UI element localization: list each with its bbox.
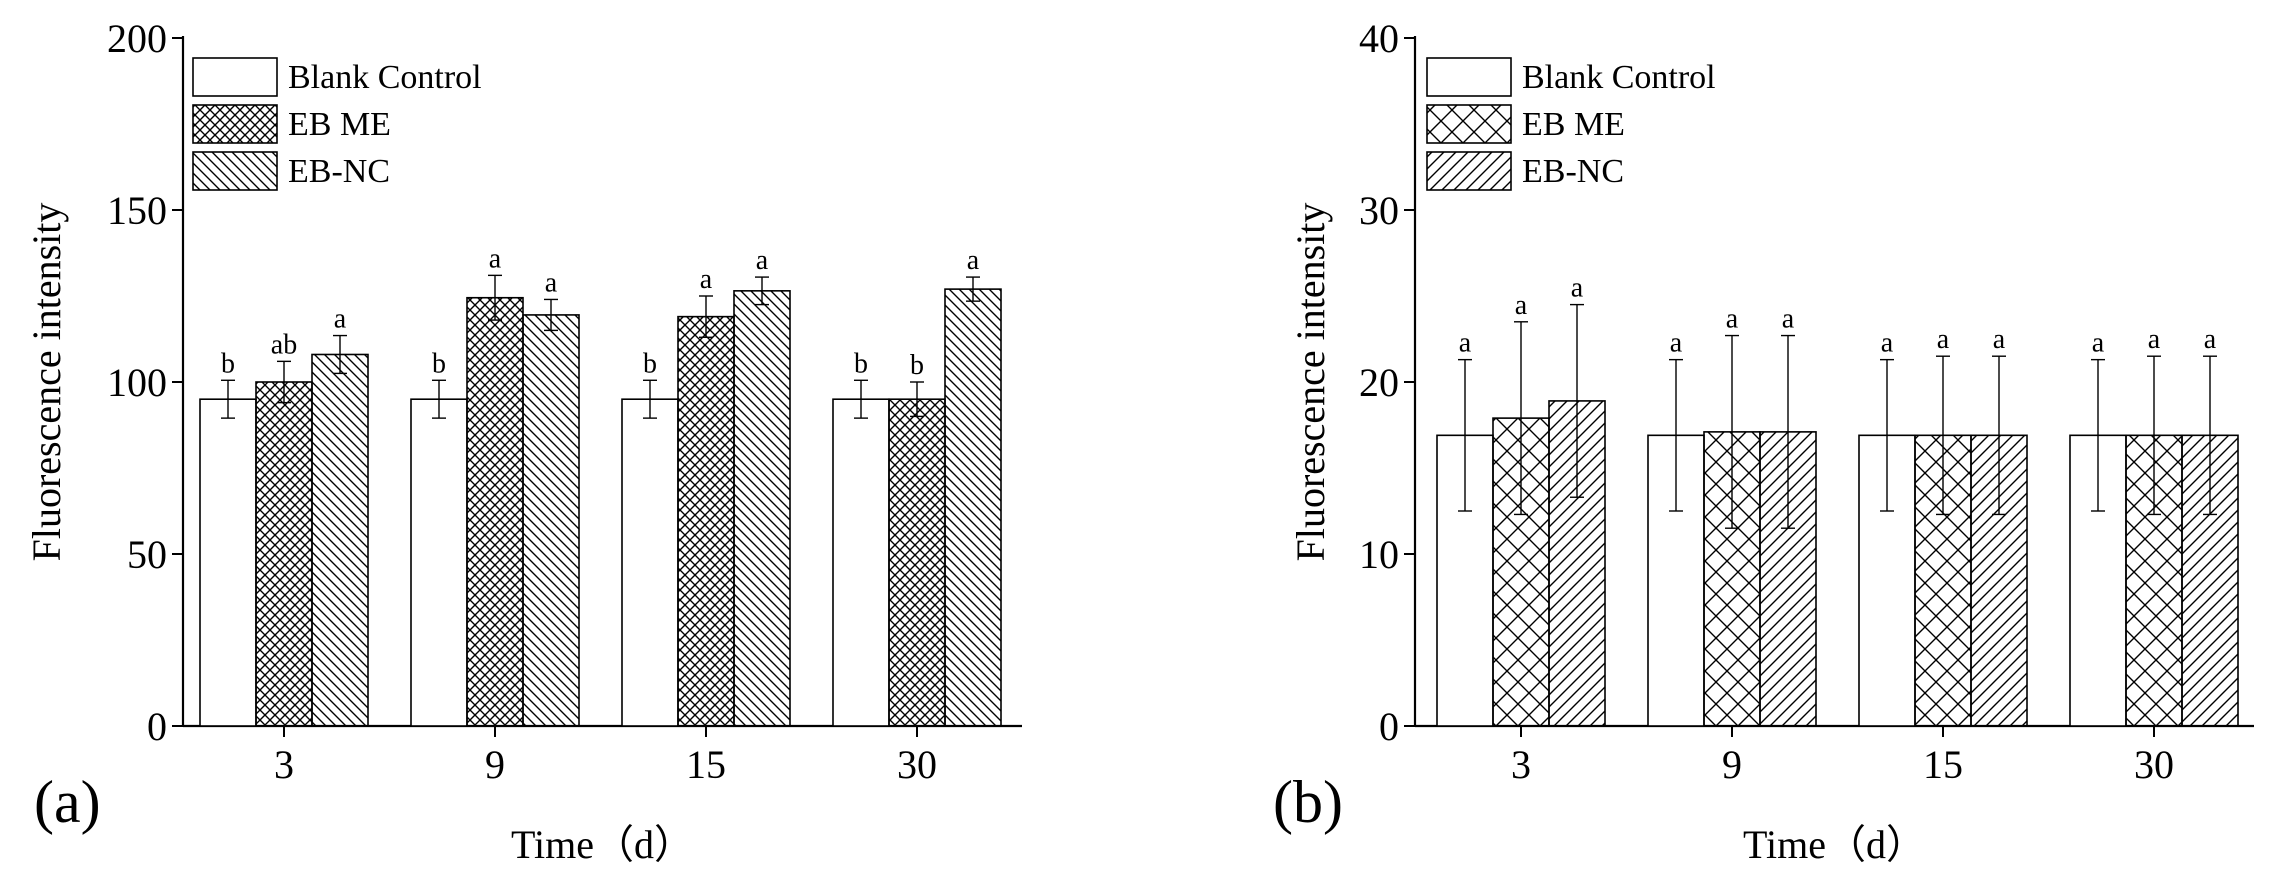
y-axis-title: Fluorescence intensity xyxy=(24,203,69,562)
bar-blank-control-15 xyxy=(621,398,679,727)
bar-eb-nc-9 xyxy=(522,314,580,727)
legend-label: EB-NC xyxy=(1522,153,1624,190)
significance-label: a xyxy=(1881,328,1894,359)
significance-label: a xyxy=(700,264,713,295)
y-tick-label: 30 xyxy=(1359,188,1399,233)
significance-label: a xyxy=(545,267,558,298)
y-tick-label: 200 xyxy=(107,16,167,61)
panel-label: (b) xyxy=(1273,769,1343,835)
significance-label: b xyxy=(643,348,657,379)
significance-label: b xyxy=(910,350,924,381)
bar-eb-nc-3 xyxy=(311,353,369,727)
significance-label: a xyxy=(1515,290,1528,321)
significance-label: ab xyxy=(271,329,297,360)
bar-eb-me-15 xyxy=(677,315,735,727)
x-tick-label: 3 xyxy=(1511,742,1531,787)
chart-panel-b: 0 10 20 30 40 a a a 3 a a a 9 a a a 15 a a a 30 Blank Control… xyxy=(1273,16,2254,867)
bar-eb-me-9 xyxy=(466,296,524,727)
bar-eb-me-30 xyxy=(888,398,946,727)
legend-label: EB ME xyxy=(288,106,391,143)
bar-eb-nc-30 xyxy=(944,288,1002,727)
significance-label: a xyxy=(1937,324,1950,355)
significance-label: a xyxy=(334,304,347,335)
y-tick-label: 20 xyxy=(1359,360,1399,405)
x-tick-label: 30 xyxy=(2134,742,2174,787)
significance-label: a xyxy=(1670,328,1683,359)
bar-eb-me-9 xyxy=(1703,431,1761,727)
significance-label: a xyxy=(2148,324,2161,355)
significance-label: a xyxy=(1571,273,1584,304)
significance-label: a xyxy=(2092,328,2105,359)
legend-swatch xyxy=(192,151,278,191)
y-tick-label: 150 xyxy=(107,188,167,233)
bar-blank-control-9 xyxy=(410,398,468,727)
legend-swatch xyxy=(1426,104,1512,144)
significance-label: b xyxy=(432,348,446,379)
panel-label: (a) xyxy=(34,769,101,835)
legend-swatch xyxy=(192,57,278,97)
x-axis-title: Time（d） xyxy=(511,822,694,867)
y-tick-label: 0 xyxy=(1379,704,1399,749)
legend-label: EB-NC xyxy=(288,153,390,190)
chart-panel-a: 0 50 100 150 200 b ab a 3 b a a 9 b a a 15 b b a 30 Blank Con… xyxy=(24,16,1022,867)
y-axis-title: Fluorescence intensity xyxy=(1288,203,1333,562)
y-tick-label: 100 xyxy=(107,360,167,405)
significance-label: a xyxy=(489,243,502,274)
legend-label: Blank Control xyxy=(288,59,482,96)
legend-label: Blank Control xyxy=(1522,59,1716,96)
significance-label: a xyxy=(756,245,769,276)
y-tick-label: 10 xyxy=(1359,532,1399,577)
x-tick-label: 15 xyxy=(1923,742,1963,787)
significance-label: a xyxy=(967,245,980,276)
bar-eb-nc-15 xyxy=(733,290,791,727)
y-tick-label: 40 xyxy=(1359,16,1399,61)
bar-eb-nc-30 xyxy=(2181,434,2239,727)
legend-swatch xyxy=(192,104,278,144)
bar-blank-control-3 xyxy=(199,398,257,727)
significance-label: b xyxy=(854,348,868,379)
y-tick-label: 50 xyxy=(127,532,167,577)
bar-eb-me-3 xyxy=(255,381,313,727)
x-tick-label: 9 xyxy=(1722,742,1742,787)
x-axis-title: Time（d） xyxy=(1743,822,1926,867)
significance-label: a xyxy=(1459,328,1472,359)
legend-swatch xyxy=(1426,57,1512,97)
x-tick-label: 3 xyxy=(274,742,294,787)
bar-blank-control-30 xyxy=(832,398,890,727)
significance-label: a xyxy=(2204,324,2217,355)
x-tick-label: 30 xyxy=(897,742,937,787)
significance-label: a xyxy=(1782,304,1795,335)
legend-swatch xyxy=(1426,151,1512,191)
significance-label: a xyxy=(1993,324,2006,355)
significance-label: b xyxy=(221,348,235,379)
significance-label: a xyxy=(1726,304,1739,335)
y-tick-label: 0 xyxy=(147,704,167,749)
legend-label: EB ME xyxy=(1522,106,1625,143)
x-tick-label: 15 xyxy=(686,742,726,787)
x-tick-label: 9 xyxy=(485,742,505,787)
